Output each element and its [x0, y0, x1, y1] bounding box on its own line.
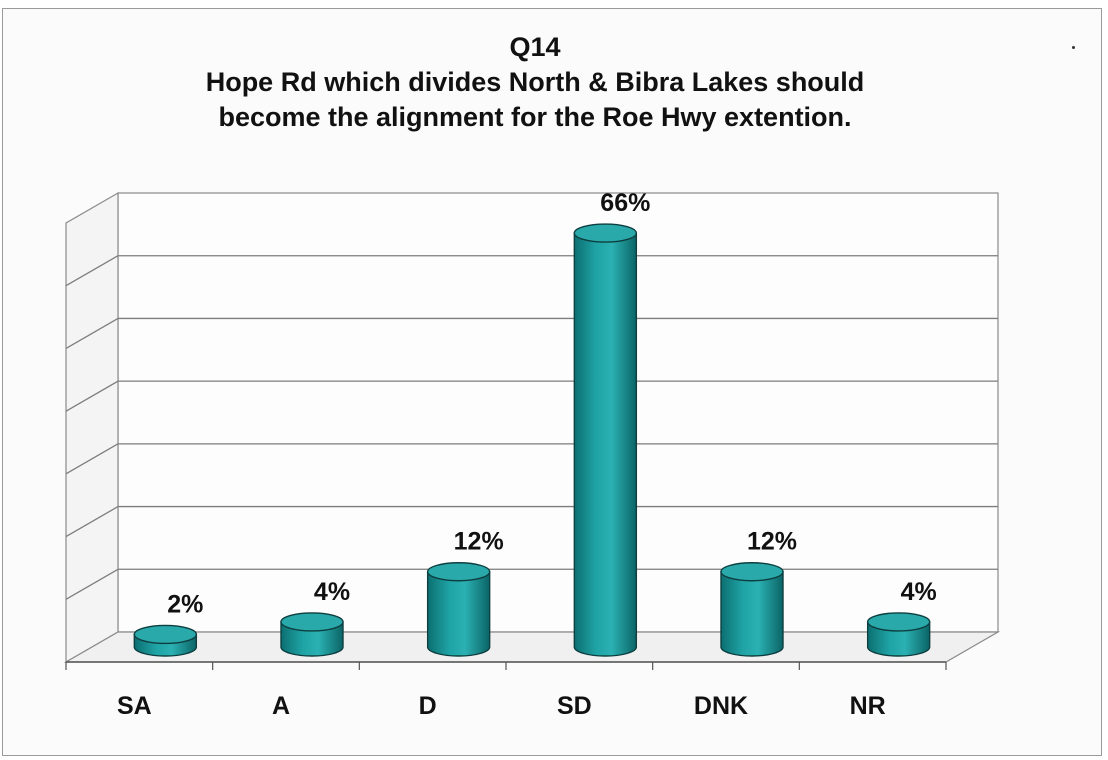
gridline-side	[65, 255, 119, 287]
x-tick-label: DNK	[694, 692, 748, 720]
x-tick-label: NR	[850, 692, 886, 720]
bar-body	[573, 232, 638, 657]
gridline-side	[65, 443, 119, 475]
bar-body	[426, 571, 491, 657]
bar-top	[720, 562, 784, 582]
labels-group: 2% SA 4% A 12% D 66% SD 12% DNK 4% NR	[117, 189, 937, 720]
x-tick-label: D	[419, 692, 437, 720]
data-label: 4%	[901, 578, 937, 606]
x-tick-label: SD	[557, 692, 592, 720]
bar-top	[280, 612, 344, 632]
bar-sd	[573, 223, 638, 657]
bar-sa	[133, 624, 198, 657]
chart-subtitle-line-2: become the alignment for the Roe Hwy ext…	[218, 102, 852, 132]
chart-subtitle-line-1: Hope Rd which divides North & Bibra Lake…	[205, 67, 865, 97]
bar-nr	[866, 612, 931, 657]
x-tick-label: SA	[117, 692, 152, 720]
bar-top	[133, 624, 198, 645]
data-label: 12%	[747, 528, 797, 556]
x-tick-label: A	[272, 692, 290, 720]
chart-title: Q14	[509, 32, 561, 62]
data-label: 12%	[454, 528, 504, 556]
bars-group	[133, 223, 931, 657]
gridline-side	[65, 380, 119, 412]
bar-top	[866, 612, 931, 632]
floor	[63, 631, 1001, 663]
bar-body	[720, 571, 784, 657]
back-wall	[117, 192, 999, 633]
side-wall	[65, 191, 119, 664]
chart-titles: Q14 Hope Rd which divides North & Bibra …	[0, 30, 1070, 135]
plot-area	[63, 191, 1001, 670]
data-label: 4%	[314, 578, 350, 606]
gridline-side	[65, 568, 119, 600]
bar-d	[426, 562, 491, 657]
bar-top	[573, 223, 638, 243]
bar-top	[426, 562, 491, 582]
bar-dnk	[720, 562, 784, 657]
scan-speck	[1072, 46, 1075, 49]
bar-a	[280, 612, 344, 657]
data-label: 66%	[600, 189, 650, 217]
gridline-side	[65, 317, 119, 349]
data-label: 2%	[167, 590, 203, 618]
gridline-side	[65, 506, 119, 538]
